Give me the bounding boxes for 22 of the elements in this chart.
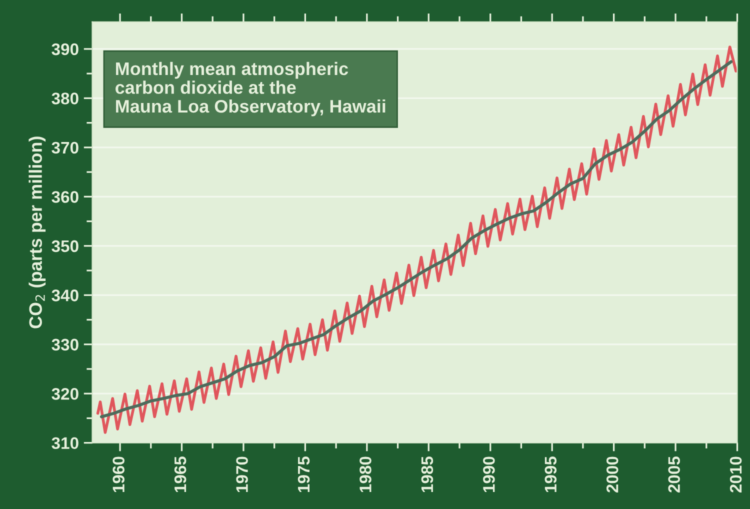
y-tick-label: 390	[52, 43, 78, 56]
y-tick-label: 320	[52, 388, 78, 400]
x-tick-label: 1965	[174, 456, 186, 492]
y-tick-label: 330	[52, 338, 78, 351]
y-tick-label: 350	[52, 240, 78, 252]
x-tick-label: 2005	[668, 456, 680, 493]
y-tick-label: 380	[52, 92, 78, 104]
annotation: Monthly mean atmospheric carbon dioxide at the Mauna Loa Observatory, Hawaii	[116, 62, 386, 116]
x-tick-label: 1995	[544, 456, 557, 492]
x-tick-label: 2000	[606, 456, 618, 493]
y-tick-label: 360	[52, 191, 78, 203]
x-tick-label: 1980	[360, 456, 372, 492]
x-tick-label: 2010	[730, 456, 742, 493]
x-tick-label: 1960	[112, 456, 124, 492]
y-tick-label: 340	[52, 290, 78, 302]
y-tick-label: 310	[52, 437, 78, 450]
x-tick-label: 1970	[236, 456, 248, 492]
y-tick-label: 370	[52, 142, 78, 154]
x-tick-label: 1990	[483, 456, 495, 492]
y-axis-title: CO$_{2}$ (parts per million)	[28, 136, 46, 328]
x-tick-label: 1975	[298, 456, 310, 492]
x-tick-label: 1985	[421, 456, 434, 492]
